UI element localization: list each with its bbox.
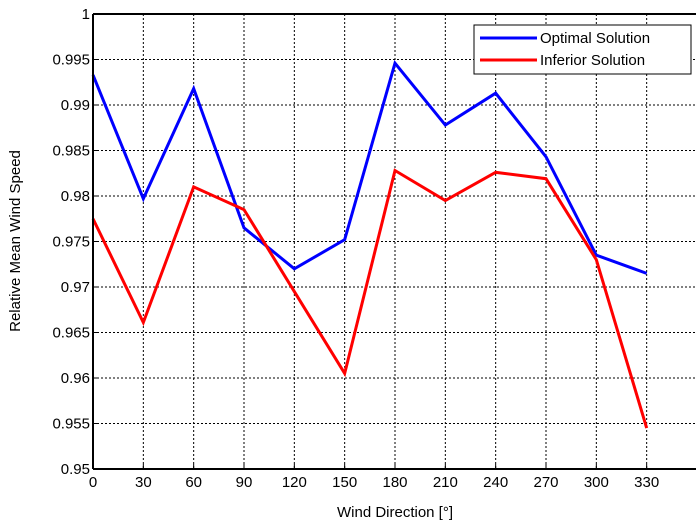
y-tick-labels: 0.95 0.955 0.96 0.965 0.97 0.975 0.98 0.985 0.99…	[52, 6, 90, 478]
y-axis-title: Relative Mean Wind Speed	[7, 150, 24, 332]
x-tick-label: 90	[236, 474, 253, 491]
series-line-optimal-solution	[91, 59, 648, 275]
legend-label-optimal-solution: Optimal Solution	[540, 30, 650, 47]
y-tick-label: 0.995	[52, 52, 90, 69]
legend-box	[473, 24, 692, 75]
y-tick-label: 0.975	[52, 234, 90, 251]
y-tick-label: 0.97	[61, 279, 90, 296]
x-tick-label: 150	[332, 474, 357, 491]
series-line-inferior-solution	[91, 168, 649, 429]
axes	[92, 13, 696, 470]
x-tick-labels: 0 30 60 90 120 150 180 210 240 270 300 330	[89, 474, 659, 491]
x-tick-label: 180	[382, 474, 407, 491]
y-tick-label: 0.985	[52, 143, 90, 160]
x-tick-label: 0	[89, 474, 97, 491]
legend-label-inferior-solution: Inferior Solution	[540, 52, 645, 69]
x-tick-label: 120	[282, 474, 307, 491]
y-tick-label: 0.99	[61, 97, 90, 114]
y-tick-label: 1	[82, 6, 90, 23]
x-axis-title: Wind Direction [°]	[337, 504, 453, 521]
legend: Optimal Solution Inferior Solution	[473, 24, 692, 75]
series-layer	[91, 59, 649, 429]
y-tick-label: 0.965	[52, 325, 90, 342]
y-tick-label: 0.98	[61, 188, 90, 205]
x-tick-label: 30	[135, 474, 152, 491]
y-tick-label: 0.96	[61, 370, 90, 387]
x-tick-label: 240	[483, 474, 508, 491]
x-tick-label: 60	[185, 474, 202, 491]
x-tick-label: 210	[433, 474, 458, 491]
grid	[93, 14, 696, 469]
x-tick-label: 330	[634, 474, 659, 491]
y-tick-label: 0.955	[52, 416, 90, 433]
x-tick-label: 300	[584, 474, 609, 491]
y-tick-label: 0.95	[61, 461, 90, 478]
x-tick-label: 270	[533, 474, 558, 491]
